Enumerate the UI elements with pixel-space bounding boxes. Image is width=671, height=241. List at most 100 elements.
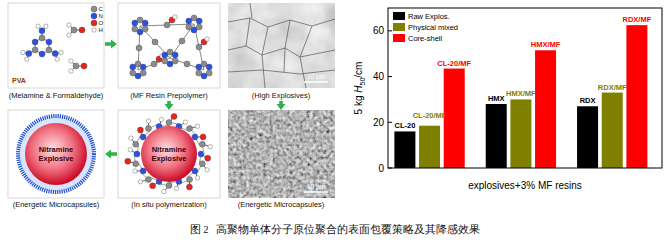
arrow [105, 150, 117, 159]
bar [577, 106, 598, 168]
atom [196, 44, 202, 50]
atom [55, 57, 59, 61]
atom [195, 176, 199, 180]
atom [32, 47, 38, 53]
atom [142, 26, 148, 32]
atom [201, 61, 207, 67]
atom [192, 134, 198, 140]
bar-annotation: RDX/MF [598, 83, 627, 92]
atom [130, 64, 136, 70]
bar [602, 93, 623, 168]
atom [136, 45, 142, 51]
atom [196, 24, 202, 30]
legend-label: Physical mixed [408, 23, 458, 32]
atom [140, 168, 146, 174]
atom [205, 155, 211, 161]
atom [135, 61, 141, 67]
atom [151, 61, 157, 67]
core [141, 126, 197, 182]
bar [444, 69, 465, 168]
scale-bar-text: 10 μm [307, 183, 325, 191]
crack [228, 18, 335, 74]
atom [187, 176, 193, 182]
bond [138, 58, 170, 70]
y-label-part: /cm [353, 62, 364, 78]
panel-frame [8, 110, 104, 198]
atom [179, 38, 185, 44]
panel-frame [118, 110, 220, 198]
legend-label: Core-shell [408, 34, 443, 43]
bar [510, 99, 531, 168]
core-text: Nitramine [152, 145, 187, 154]
bar-annotation: HMX/MF [506, 89, 536, 98]
arrow [105, 40, 117, 49]
atom [36, 24, 40, 28]
atom [205, 37, 209, 41]
atom [73, 63, 79, 69]
atom [191, 15, 197, 21]
atom [130, 70, 136, 76]
bar [394, 131, 415, 168]
bar-annotation: CL-20/MF [413, 111, 447, 120]
atom [69, 59, 73, 63]
atom-legend-text: O [99, 20, 104, 26]
bar [535, 50, 556, 168]
panel-label: (MF Resin Prepolymer) [130, 91, 208, 100]
scale-bar-text: 10 μm [307, 73, 325, 81]
bar-chart: CL-20HMXRDXCL-20/MFHMX/MFRDX/MFCL-20/MFH… [353, 8, 662, 191]
atom [69, 69, 73, 73]
atom [92, 28, 96, 32]
arrow [277, 101, 286, 110]
atom-legend-text: H [99, 27, 103, 33]
atom [91, 20, 97, 26]
bar [626, 25, 647, 168]
atom [167, 49, 173, 55]
sem-image [228, 3, 335, 88]
atom [39, 28, 45, 34]
atom [140, 134, 146, 140]
shell [18, 116, 94, 192]
plot-frame [388, 8, 662, 168]
bar-annotation: RDX [580, 96, 596, 105]
atom [186, 184, 192, 190]
atom [25, 57, 29, 61]
atom [137, 29, 143, 35]
figure: CNOHPVA(Melamine & Formaldehyde)(MF Resi… [0, 0, 671, 241]
core-text: Nitramine [39, 145, 74, 154]
atom [166, 120, 172, 126]
atom [196, 18, 202, 24]
bar-annotation: CL-20/MF [437, 59, 471, 68]
atom [140, 70, 146, 76]
legend-swatch [393, 12, 405, 20]
atom-legend-text: N [99, 13, 103, 19]
panel-label: (Melamine & Formaldehyde) [9, 91, 104, 100]
atom [150, 183, 156, 189]
atom [167, 61, 173, 67]
atom [39, 35, 45, 41]
y-tick [388, 168, 392, 169]
y-tick [388, 76, 392, 77]
atom [125, 158, 131, 164]
atom [39, 51, 45, 57]
atom [152, 39, 158, 45]
x-axis-label: explosives+3% MF resins [468, 180, 582, 191]
atom [171, 113, 177, 119]
atom [172, 52, 178, 58]
panel-frame [118, 3, 220, 88]
atom [195, 124, 199, 128]
atom [187, 126, 193, 132]
atom [199, 141, 205, 147]
atom [172, 58, 178, 64]
atom [81, 63, 87, 69]
atom [134, 151, 140, 157]
legend-swatch [393, 23, 405, 31]
atom [162, 189, 166, 193]
atom [140, 64, 146, 70]
bar [419, 126, 440, 168]
atom [173, 15, 177, 19]
y-tick-label: 20 [373, 117, 385, 128]
atom [26, 51, 32, 57]
atom [142, 20, 148, 26]
atom [129, 136, 133, 140]
core [25, 123, 87, 185]
